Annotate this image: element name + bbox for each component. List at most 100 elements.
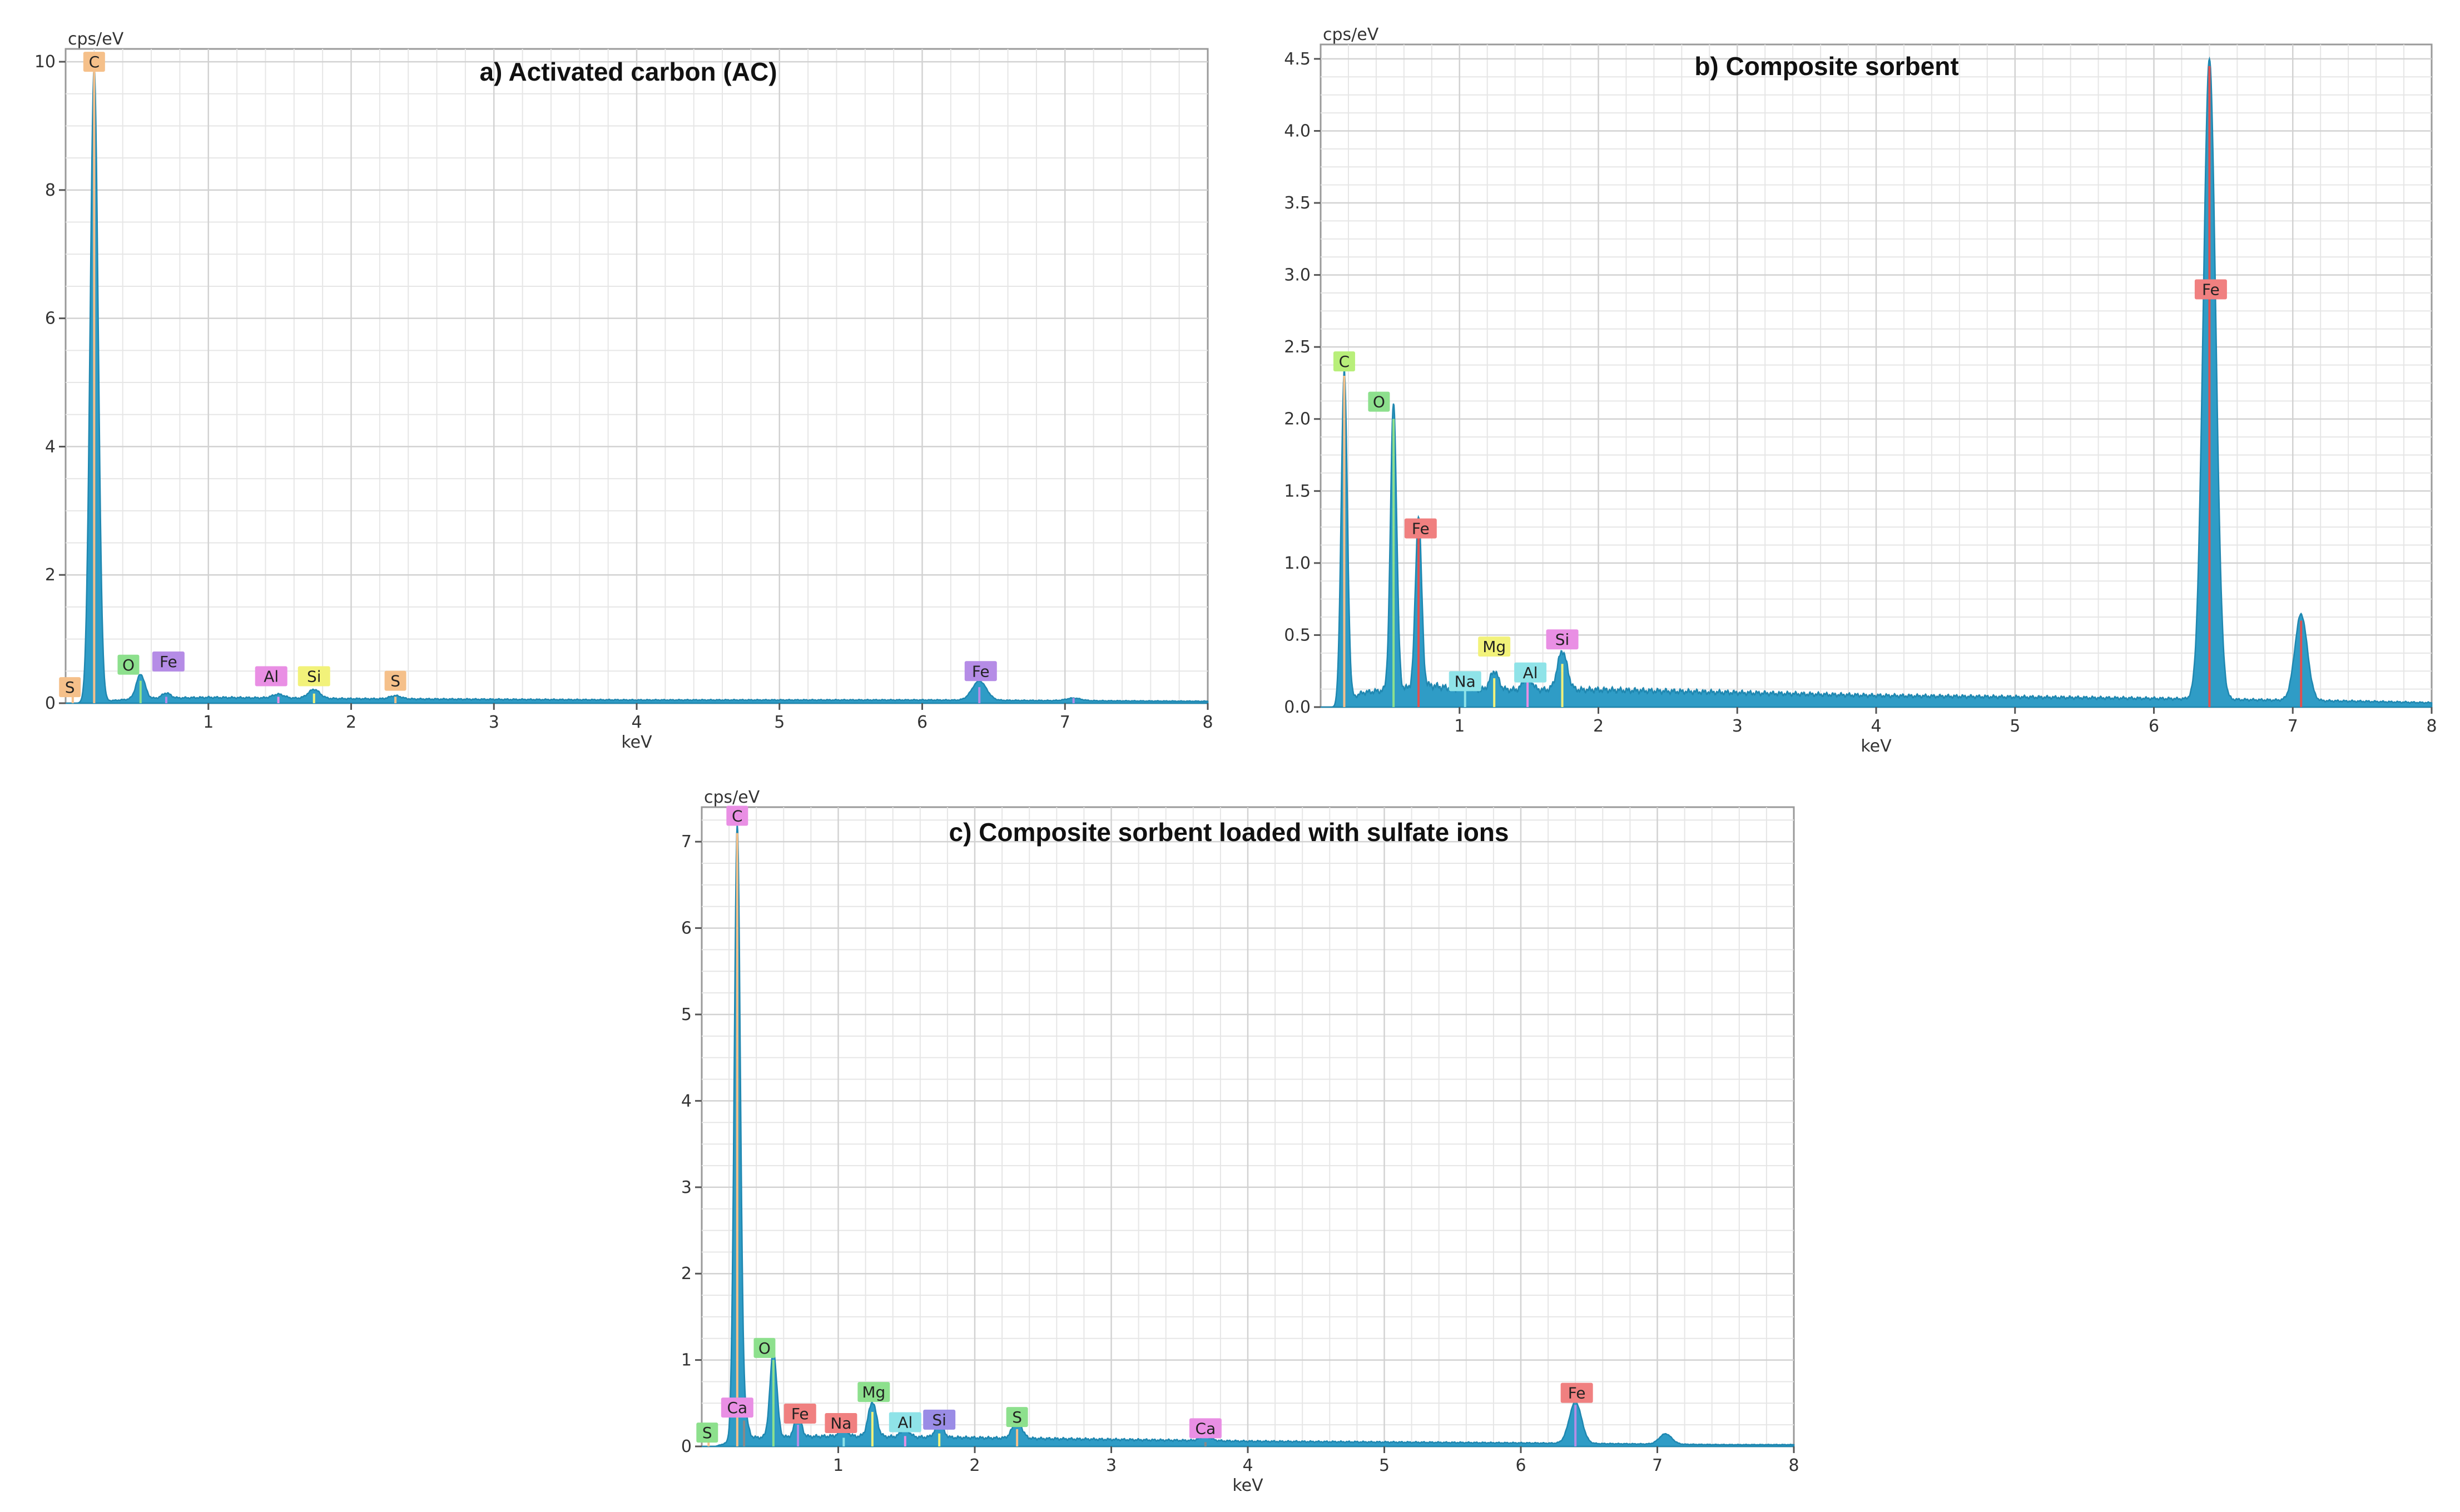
y-axis: 0.0 0.5 1.0 1.5 2.0 2.5 3.0 3.5 4.0 4.5 cps/eV (1284, 25, 1378, 717)
element-tag-bg (1006, 1407, 1028, 1428)
spectrum-series (702, 824, 1795, 1448)
x-tick-label: 3 (489, 713, 499, 732)
element-tag-text: C (732, 807, 743, 825)
chart-title: c) Composite sorbent loaded with sulfate… (949, 818, 1509, 847)
y-tick-label: 4 (681, 1091, 692, 1111)
element-tag-mg: Mg (1478, 636, 1511, 657)
eds-chart-1: 1 2 3 4 5 6 7 8 keV 0.0 0.5 1.0 1.5 2.0 2.5 3.0 3.5 4.0 4.… (1284, 25, 2437, 756)
element-tag-c: C (83, 52, 105, 72)
y-tick-label: 5 (681, 1005, 692, 1024)
element-tag-s: S (1006, 1407, 1028, 1428)
x-tick-label: 7 (1060, 713, 1070, 732)
element-tag-text: Al (264, 668, 279, 686)
element-tag-bg (1404, 518, 1437, 539)
element-tag-text: Ca (727, 1399, 747, 1417)
y-tick-label: 1.5 (1284, 481, 1311, 501)
element-tag-text: C (89, 53, 100, 71)
x-tick-label: 2 (969, 1456, 980, 1475)
element-tag-bg (721, 1397, 753, 1418)
element-tag-fe: Fe (783, 1403, 816, 1424)
element-tag-text: Fe (1568, 1384, 1586, 1402)
element-tag-text: Fe (791, 1405, 809, 1423)
element-tag-text: S (1012, 1408, 1022, 1426)
element-tag-bg (1449, 671, 1481, 692)
element-tag-text: C (1339, 352, 1350, 371)
element-tag-text: Mg (1482, 638, 1506, 656)
element-tag-bg (1189, 1418, 1222, 1439)
y-tick-label: 0.5 (1284, 625, 1311, 645)
element-tag-s: S (59, 677, 81, 698)
element-tag-bg (1333, 351, 1355, 372)
y-tick-label: 8 (45, 181, 56, 200)
eds-chart-2: 1 2 3 4 5 6 7 8 keV 0 1 2 3 4 5 6 7 cps/eV c) Composite so… (681, 788, 1799, 1495)
element-tag-bg (857, 1382, 890, 1402)
y-tick-label: 4 (45, 437, 56, 456)
element-tag-text: S (65, 678, 75, 697)
element-tag-c: C (1333, 351, 1355, 372)
chart-title: b) Composite sorbent (1694, 52, 1958, 81)
element-tag-text: Mg (862, 1383, 885, 1401)
element-tag-fe: Fe (1404, 518, 1437, 539)
y-tick-label: 2 (45, 565, 56, 585)
y-axis-label: cps/eV (68, 29, 124, 49)
y-tick-label: 2 (681, 1264, 692, 1284)
element-tag-text: Ca (1196, 1419, 1216, 1438)
element-tag-fe: Fe (2194, 279, 2227, 300)
spectrum-series (66, 67, 1209, 704)
y-tick-label: 6 (681, 919, 692, 938)
x-tick-label: 1 (833, 1456, 844, 1475)
element-tag-al: Al (889, 1412, 921, 1433)
x-tick-label: 4 (631, 713, 642, 732)
y-tick-label: 0.0 (1284, 698, 1311, 717)
y-tick-label: 0 (681, 1437, 692, 1456)
x-tick-label: 3 (1732, 717, 1743, 736)
element-tag-s: S (696, 1423, 718, 1443)
grid (702, 807, 1794, 1446)
x-tick-label: 7 (1652, 1456, 1663, 1475)
element-tag-text: Na (1455, 672, 1476, 690)
element-tag-text: Fe (972, 662, 990, 680)
element-tag-bg (783, 1403, 816, 1424)
element-tag-bg (384, 670, 406, 691)
x-tick-label: 8 (1202, 713, 1213, 732)
y-tick-label: 2.0 (1284, 410, 1311, 429)
element-tag-bg (1478, 636, 1511, 657)
x-tick-label: 6 (1515, 1456, 1526, 1475)
element-tag-o: O (117, 654, 140, 675)
x-tick-label: 6 (2149, 717, 2159, 736)
x-axis: 1 2 3 4 5 6 7 8 keV (833, 1446, 1799, 1495)
element-tag-bg (1560, 1382, 1593, 1403)
grid (1321, 44, 2432, 707)
element-tag-text: Na (830, 1414, 851, 1433)
x-tick-label: 5 (774, 713, 785, 732)
x-tick-label: 8 (1788, 1456, 1799, 1475)
element-tag-bg (923, 1409, 956, 1430)
element-tag-bg (2194, 279, 2227, 300)
y-tick-label: 2.5 (1284, 337, 1311, 357)
x-tick-label: 1 (1454, 717, 1465, 736)
y-axis-label: cps/eV (1323, 25, 1379, 44)
element-tag-na: Na (825, 1413, 857, 1434)
element-tag-text: Si (307, 668, 321, 686)
x-tick-label: 1 (203, 713, 214, 732)
element-tag-fe: Fe (964, 661, 997, 682)
x-axis: 1 2 3 4 5 6 7 8 keV (203, 703, 1213, 752)
x-tick-label: 5 (2010, 717, 2020, 736)
element-tag-bg (1514, 662, 1547, 683)
element-tag-bg (889, 1412, 921, 1433)
y-tick-label: 10 (34, 52, 56, 72)
y-tick-label: 1 (681, 1351, 692, 1370)
element-tag-bg (964, 661, 997, 682)
x-axis: 1 2 3 4 5 6 7 8 keV (1454, 707, 2437, 756)
y-axis: 0 1 2 3 4 5 6 7 cps/eV (681, 788, 760, 1456)
x-tick-label: 6 (917, 713, 928, 732)
element-tag-text: Fe (1412, 520, 1430, 538)
element-tag-c: C (726, 805, 748, 826)
y-tick-label: 3 (681, 1178, 692, 1197)
element-tag-al: Al (255, 666, 287, 687)
element-tag-o: O (1368, 391, 1390, 412)
element-tag-bg (117, 654, 140, 675)
element-tag-ca: Ca (721, 1397, 753, 1418)
element-tag-ca: Ca (1189, 1418, 1222, 1439)
